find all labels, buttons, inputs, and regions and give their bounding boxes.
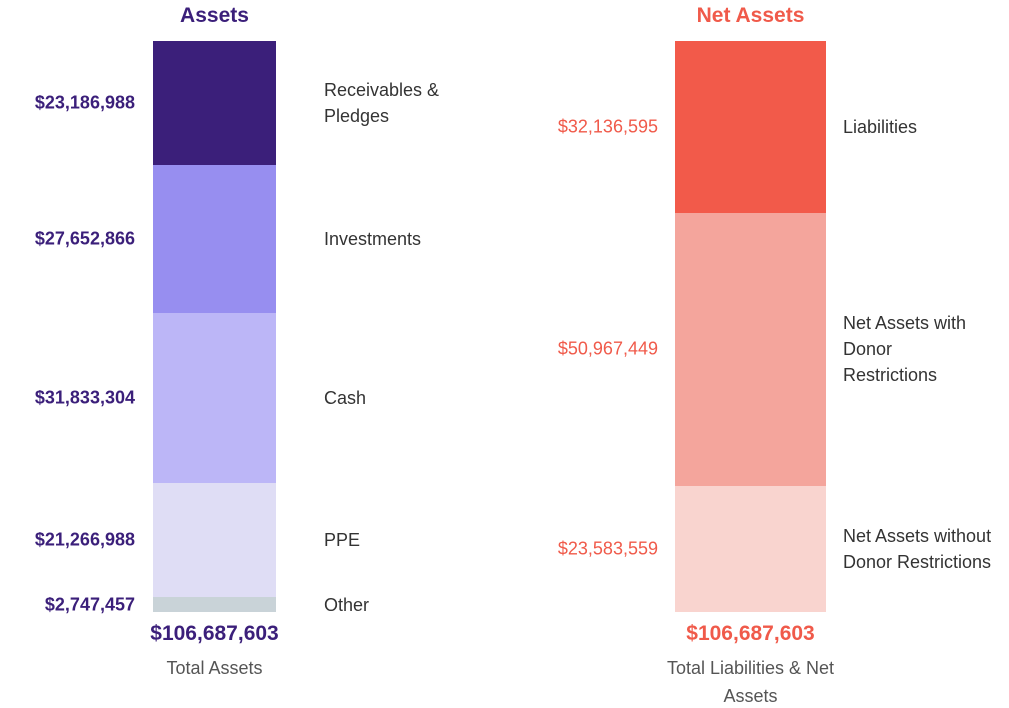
value-label: $23,186,988: [34, 92, 135, 113]
segment-name: Investments: [324, 229, 422, 250]
total-caption: Total Assets: [166, 658, 263, 678]
segment-name: Receivables & Pledges: [324, 80, 440, 127]
segment-name: Other: [324, 594, 370, 615]
value-label: $31,833,304: [34, 387, 135, 408]
segment-name: Liabilities: [843, 116, 918, 137]
bar-segment: [675, 212, 826, 486]
segment-name: Net Assets without Donor Restrictions: [843, 525, 992, 572]
bar-segment: [153, 483, 276, 598]
value-label: $32,136,595: [557, 116, 658, 137]
total-value: $106,687,603: [150, 622, 279, 645]
value-label: $50,967,449: [557, 338, 658, 359]
segment-name: Cash: [324, 388, 367, 409]
bar-segment: [153, 597, 276, 612]
bar-segment: [675, 41, 826, 213]
value-label: $27,652,866: [34, 228, 135, 249]
chart-title: Net Assets: [696, 4, 805, 27]
bar-segment: [153, 313, 276, 484]
bar-segment: [675, 485, 826, 612]
value-label: $2,747,457: [44, 594, 135, 615]
segment-name: PPE: [324, 530, 361, 551]
bar-segment: [153, 165, 276, 314]
segment-name: Net Assets with Donor Restrictions: [843, 313, 967, 386]
value-label: $21,266,988: [34, 529, 135, 550]
chart-title: Assets: [180, 4, 249, 27]
bar-segment: [153, 41, 276, 166]
total-caption: Total Liabilities & Net Assets: [666, 658, 835, 706]
total-value: $106,687,603: [686, 622, 815, 645]
value-label: $23,583,559: [557, 538, 658, 559]
